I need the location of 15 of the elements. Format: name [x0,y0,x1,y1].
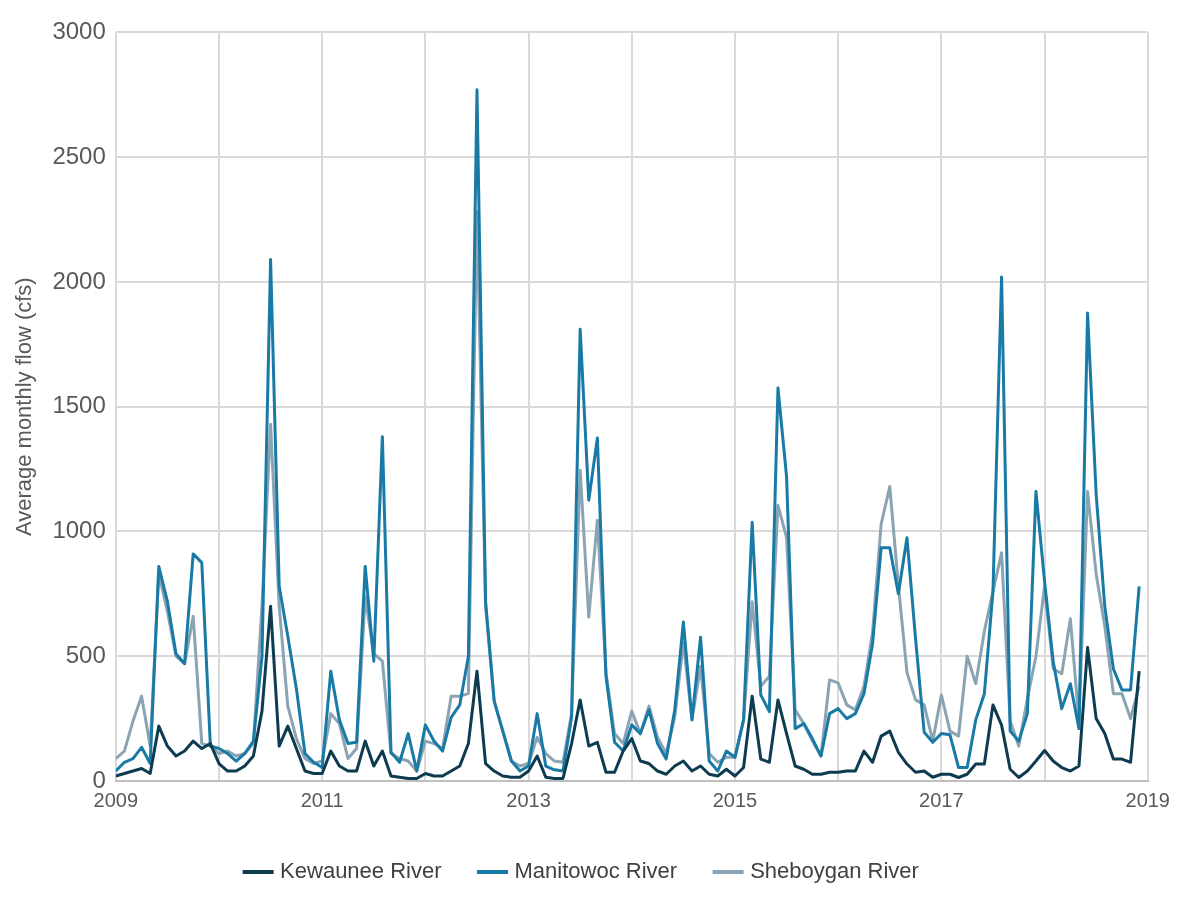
legend-label: Manitowoc River [514,858,678,884]
y-tick-label: 2500 [52,141,106,169]
x-tick-label: 2011 [300,788,344,811]
y-tick-label: 2000 [52,266,106,294]
legend-label: Kewaunee River [280,858,442,884]
x-tick-label: 2013 [506,788,551,811]
y-axis-title: Average monthly flow (cfs) [11,277,37,537]
x-tick-label: 2017 [919,788,964,811]
y-tick-label: 1500 [52,391,106,419]
legend-label: Sheboygan River [750,858,919,884]
y-tick-label: 3000 [52,17,106,45]
y-tick-label: 500 [65,640,106,668]
x-tick-label: 2015 [712,788,758,811]
y-tick-label: 1000 [52,516,106,544]
x-tick-label: 2019 [1125,788,1170,811]
